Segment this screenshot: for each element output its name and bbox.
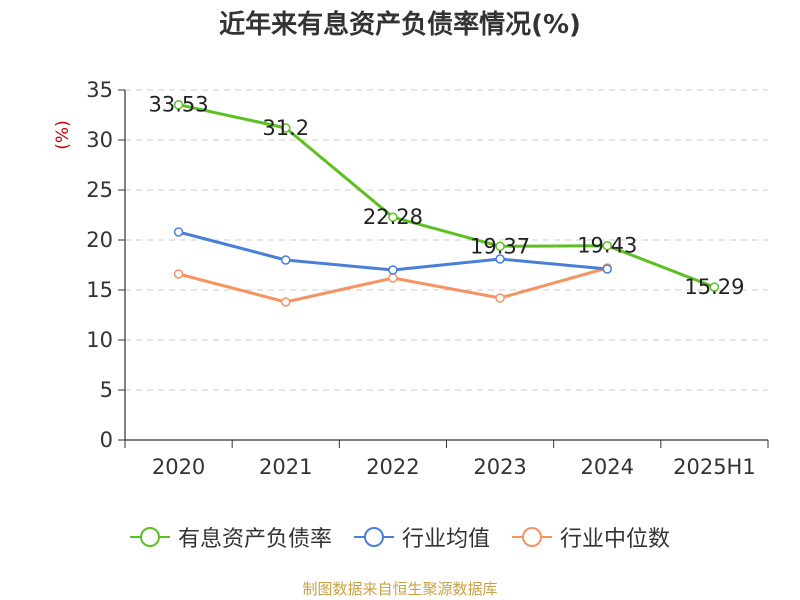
- data-point: [388, 273, 398, 283]
- data-label: 15.29: [684, 275, 744, 299]
- data-label: 31.2: [262, 116, 309, 140]
- x-tick-label: 2020: [152, 455, 205, 479]
- y-tick-label: 5: [100, 378, 113, 402]
- data-label: 19.43: [577, 234, 637, 258]
- data-label: 19.37: [470, 234, 530, 258]
- data-label: 33.53: [149, 93, 209, 117]
- legend-item-industry-mean[interactable]: 行业均值: [353, 521, 490, 553]
- legend-label: 有息资产负债率: [177, 527, 332, 552]
- data-point: [281, 123, 291, 133]
- data-point: [602, 240, 612, 251]
- source-note: 制图数据来自恒生聚源数据库: [302, 580, 498, 598]
- data-point: [709, 282, 720, 292]
- data-point: [173, 269, 184, 279]
- x-tick-label: 2025H1: [673, 455, 756, 479]
- data-label: 22.28: [363, 205, 423, 229]
- y-tick-label: 0: [100, 428, 113, 452]
- data-point: [495, 254, 505, 264]
- x-tick-label: 2024: [581, 455, 634, 479]
- y-tick-label: 15: [86, 278, 113, 302]
- legend-item-interest-debt-ratio[interactable]: 有息资产负债率: [129, 521, 332, 553]
- data-point: [495, 241, 505, 252]
- data-point: [173, 227, 184, 237]
- legend-label: 行业均值: [401, 527, 490, 552]
- data-point: [602, 264, 612, 274]
- legend-label: 行业中位数: [560, 527, 671, 552]
- x-tick-label: 2022: [366, 455, 419, 479]
- y-tick-label: 35: [86, 78, 113, 102]
- series-line: [178, 230, 608, 272]
- legend-item-industry-median[interactable]: 行业中位数: [512, 521, 670, 553]
- data-point: [173, 99, 184, 110]
- legend-marker-blue-icon: [353, 527, 394, 547]
- chart-title: 近年来有息资产负债率情况(%): [219, 10, 581, 40]
- data-point: [281, 297, 291, 307]
- y-tick-label: 25: [86, 178, 113, 202]
- x-tick-label: 2021: [259, 455, 312, 479]
- y-tick-label: 30: [86, 128, 113, 152]
- series-line: [178, 103, 715, 289]
- y-tick-label: 20: [86, 228, 113, 252]
- legend-marker-orange-icon: [512, 527, 552, 547]
- legend: 有息资产负债率 行业均值 行业中位数: [0, 521, 800, 553]
- data-point: [388, 265, 398, 275]
- y-axis-label: (%): [53, 120, 73, 149]
- y-tick-label: 10: [86, 328, 113, 352]
- data-point: [495, 293, 505, 303]
- x-tick-label: 2023: [473, 455, 526, 479]
- data-point: [388, 212, 398, 222]
- legend-marker-green-icon: [129, 527, 170, 547]
- data-point: [281, 255, 291, 265]
